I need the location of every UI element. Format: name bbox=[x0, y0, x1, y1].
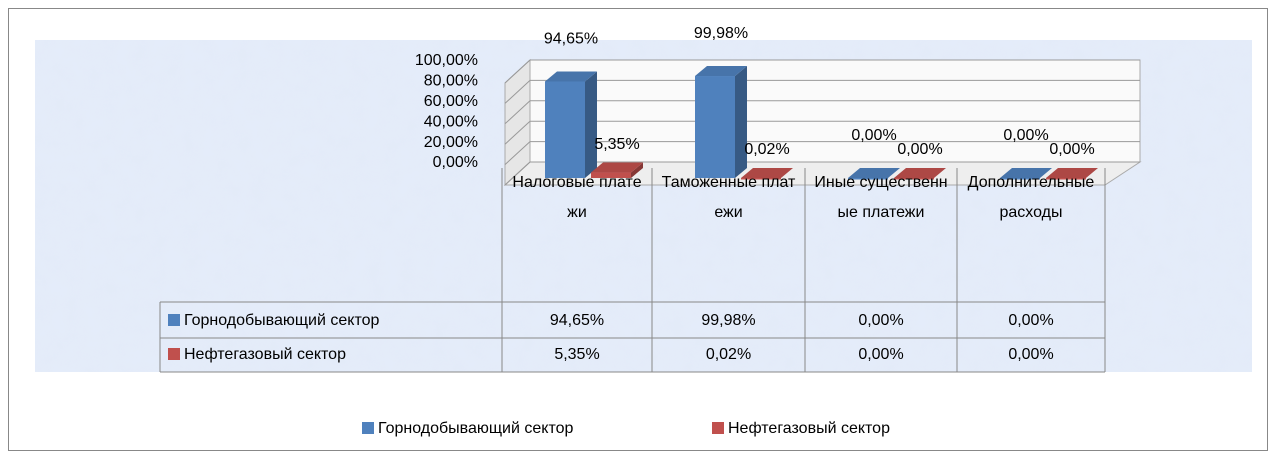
y-tick-label: 100,00% bbox=[415, 52, 478, 69]
bar-top bbox=[848, 168, 900, 178]
bar-side bbox=[735, 66, 747, 178]
bar bbox=[894, 168, 946, 180]
table-cell: 5,35% bbox=[554, 346, 599, 363]
category-cell: Таможенные платежи bbox=[661, 174, 796, 221]
bar bbox=[848, 168, 900, 180]
y-tick-label: 20,00% bbox=[424, 134, 478, 151]
table-cell: 94,65% bbox=[550, 312, 604, 329]
bar bbox=[1000, 168, 1052, 180]
table-cell: 0,00% bbox=[858, 312, 903, 329]
bar-front bbox=[1000, 178, 1040, 180]
table-cell: 0,00% bbox=[858, 346, 903, 363]
table-row-label: Нефтегазовый сектор bbox=[184, 346, 346, 363]
bar-front bbox=[894, 178, 934, 180]
table-cell: 99,98% bbox=[701, 312, 755, 329]
x-tick-label: Дополнительные расходы bbox=[967, 174, 1095, 221]
bar-front bbox=[1046, 178, 1086, 180]
data-label: 0,00% bbox=[897, 141, 942, 158]
category-cell: Дополнительные расходы bbox=[967, 174, 1095, 221]
legend-label: Горнодобывающий сектор bbox=[378, 420, 574, 437]
data-label: 0,00% bbox=[1049, 141, 1094, 158]
grid-line bbox=[504, 120, 531, 145]
bar-front bbox=[741, 177, 781, 180]
table-legend-key bbox=[168, 348, 180, 360]
table-row-label: Горнодобывающий сектор bbox=[184, 312, 380, 329]
bar-front bbox=[848, 178, 888, 180]
bar-top bbox=[545, 71, 597, 82]
table-cell: 0,00% bbox=[1008, 312, 1053, 329]
category-cell: Иные существенные платежи bbox=[814, 174, 948, 221]
bar-top bbox=[894, 168, 946, 178]
bar-top bbox=[591, 162, 643, 173]
table-legend-key bbox=[168, 314, 180, 326]
bar-front bbox=[545, 81, 585, 178]
legend-label: Нефтегазовый сектор bbox=[728, 420, 890, 437]
bar-top bbox=[1046, 168, 1098, 178]
table-cell: 0,02% bbox=[706, 346, 751, 363]
bar bbox=[1046, 168, 1098, 180]
legend-key bbox=[362, 422, 374, 434]
bar-front bbox=[591, 172, 631, 178]
bar bbox=[695, 66, 747, 178]
bar-front bbox=[695, 76, 735, 178]
grid-line bbox=[504, 100, 531, 125]
x-tick-label: Иные существенные платежи bbox=[814, 174, 948, 221]
table-cell: 0,00% bbox=[1008, 346, 1053, 363]
x-tick-label: Налоговые платежи bbox=[512, 174, 642, 221]
data-label: 0,00% bbox=[851, 127, 896, 144]
bar-side bbox=[631, 162, 643, 178]
bar bbox=[591, 162, 643, 178]
data-label: 94,65% bbox=[544, 31, 598, 48]
bar-side bbox=[585, 71, 597, 178]
bar-side bbox=[781, 167, 793, 178]
category-cell: Налоговые платежи bbox=[512, 174, 642, 221]
data-label: 0,00% bbox=[1003, 127, 1048, 144]
y-tick-label: 80,00% bbox=[424, 73, 478, 90]
data-label: 0,02% bbox=[744, 141, 789, 158]
grid-line bbox=[504, 80, 531, 104]
y-tick-label: 40,00% bbox=[424, 113, 478, 130]
bar-top bbox=[1000, 168, 1052, 178]
grid-line bbox=[504, 59, 531, 84]
bar-top bbox=[695, 66, 747, 77]
legend-key bbox=[712, 422, 724, 434]
bar bbox=[741, 167, 793, 180]
y-tick-label: 0,00% bbox=[433, 154, 478, 171]
bar-top bbox=[741, 167, 793, 178]
grid-line bbox=[504, 161, 531, 186]
x-tick-label: Таможенные платежи bbox=[661, 174, 796, 221]
y-tick-label: 60,00% bbox=[424, 93, 478, 110]
bar bbox=[545, 71, 597, 178]
grid-line bbox=[504, 141, 531, 165]
data-label: 99,98% bbox=[694, 25, 748, 42]
data-label: 5,35% bbox=[594, 136, 639, 153]
